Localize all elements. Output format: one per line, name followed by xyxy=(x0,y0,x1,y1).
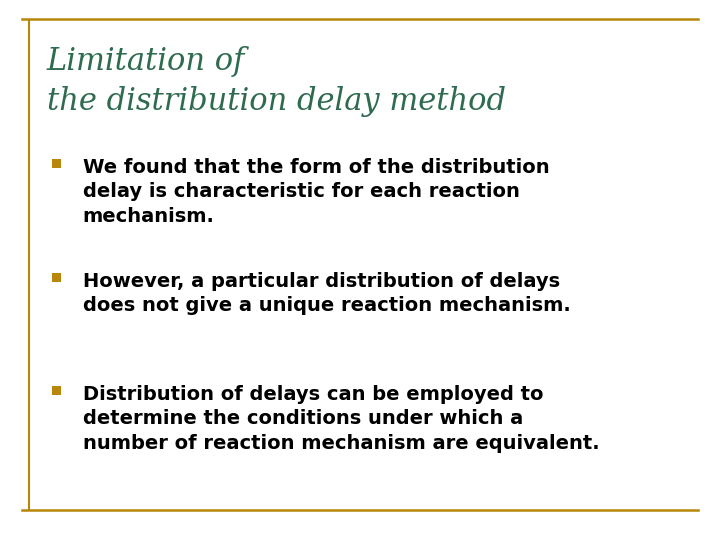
Text: However, a particular distribution of delays
does not give a unique reaction mec: However, a particular distribution of de… xyxy=(83,272,570,315)
Text: the distribution delay method: the distribution delay method xyxy=(47,86,505,117)
Bar xyxy=(52,386,61,395)
Text: We found that the form of the distribution
delay is characteristic for each reac: We found that the form of the distributi… xyxy=(83,158,549,226)
Bar xyxy=(52,159,61,168)
Text: Limitation of: Limitation of xyxy=(47,46,246,77)
Bar xyxy=(52,273,61,282)
Text: Distribution of delays can be employed to
determine the conditions under which a: Distribution of delays can be employed t… xyxy=(83,385,600,453)
